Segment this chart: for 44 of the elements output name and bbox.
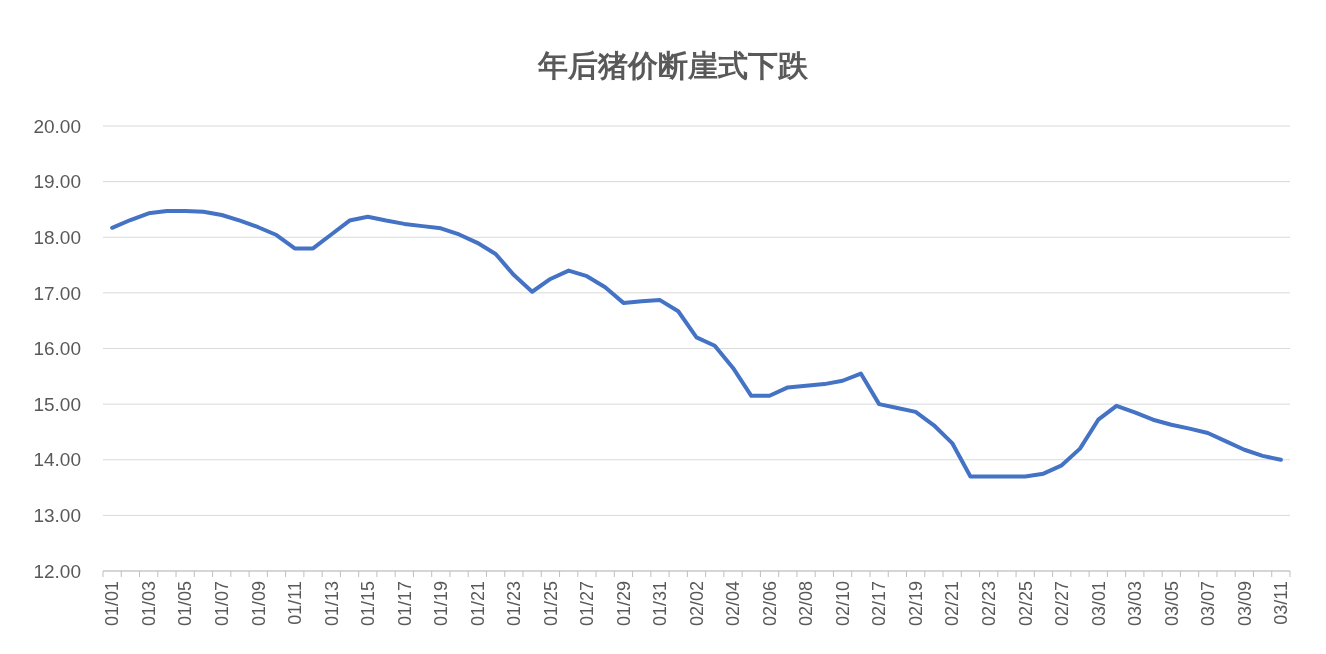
x-tick-label: 02/02 [686,581,707,627]
x-tick-label: 01/17 [394,581,415,627]
y-tick-label: 15.00 [33,393,81,415]
y-tick-label: 12.00 [33,560,81,582]
x-tick-label: 02/23 [978,581,999,627]
x-tick-label: 02/19 [905,581,926,627]
y-tick-label: 20.00 [33,115,81,137]
x-tick-label: 01/21 [467,581,488,627]
x-tick-label: 02/04 [723,581,744,627]
x-tick-label: 03/07 [1198,581,1219,627]
chart-title: 年后猪价断崖式下跌 [537,48,809,83]
x-tick-label: 01/23 [504,581,525,627]
x-tick-label: 02/17 [869,581,890,627]
x-tick-label: 01/15 [358,581,379,627]
x-tick-label: 01/09 [248,581,269,627]
x-tick-label: 02/27 [1052,581,1073,627]
x-tick-label: 01/13 [321,581,342,627]
x-tick-label: 03/11 [1271,581,1292,625]
x-tick-label: 01/11 [285,581,306,625]
x-tick-label: 01/27 [577,581,598,627]
x-tick-label: 01/07 [212,581,232,627]
x-tick-label: 02/21 [942,581,963,627]
x-tick-label: 02/25 [1015,581,1036,627]
y-tick-label: 19.00 [33,171,81,193]
x-tick-label: 01/01 [102,581,123,627]
y-tick-label: 14.00 [33,449,81,471]
x-tick-label: 01/19 [431,581,452,627]
x-tick-label: 01/05 [175,581,196,627]
x-tick-label: 03/03 [1125,581,1146,627]
line-series [110,209,1283,479]
x-tick-label: 01/31 [650,581,671,627]
y-tick-label: 18.00 [33,226,81,248]
x-tick-label: 02/10 [832,581,853,627]
x-tick-label: 02/06 [759,581,780,627]
x-tick-label: 01/29 [613,581,634,627]
y-tick-label: 13.00 [33,505,81,527]
x-tick-label: 01/03 [138,581,159,627]
x-tick-label: 03/01 [1088,581,1109,627]
y-tick-label: 17.00 [33,282,81,304]
y-tick-label: 16.00 [33,338,81,360]
x-tick-label: 01/25 [540,581,561,627]
x-tick-label: 03/09 [1234,581,1255,627]
x-tick-label: 02/08 [796,581,817,627]
x-tick-label: 03/05 [1161,581,1182,627]
